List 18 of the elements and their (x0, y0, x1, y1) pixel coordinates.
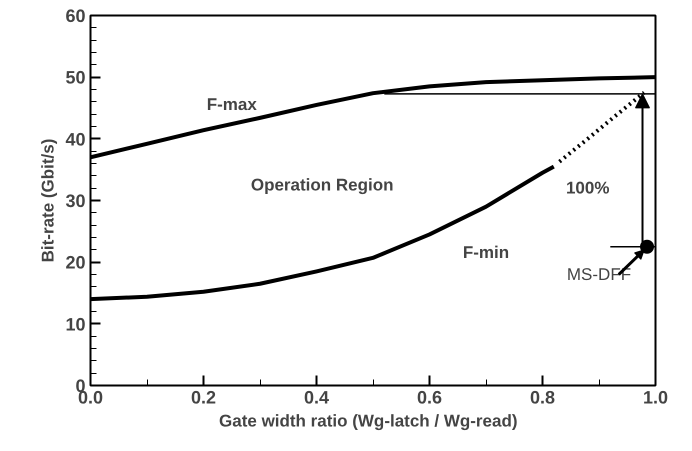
y-tick-label: 20 (65, 252, 86, 273)
annotation: 100% (566, 178, 610, 198)
x-tick-label: 0.2 (190, 388, 216, 408)
x-axis-title: Gate width ratio (Wg-latch / Wg-read) (219, 412, 518, 430)
y-axis-title: Bit-rate (Gbit/s) (38, 138, 58, 262)
y-tick-label: 10 (65, 314, 86, 334)
annotation: F-min (462, 243, 510, 262)
y-tick-label: 60 (65, 6, 86, 26)
annotation: MS-DFF (566, 264, 632, 284)
x-tick-label: 0.4 (304, 388, 330, 408)
y-tick-label: 40 (65, 129, 86, 150)
x-tick-label: 1.0 (642, 388, 668, 408)
y-tick-label: 30 (65, 191, 86, 211)
x-tick-label: 0.6 (416, 388, 442, 408)
annotation: F-max (206, 95, 258, 114)
x-tick-label: 0.8 (530, 388, 556, 408)
annotation: Operation Region (250, 175, 394, 194)
y-tick-label: 50 (65, 68, 86, 88)
